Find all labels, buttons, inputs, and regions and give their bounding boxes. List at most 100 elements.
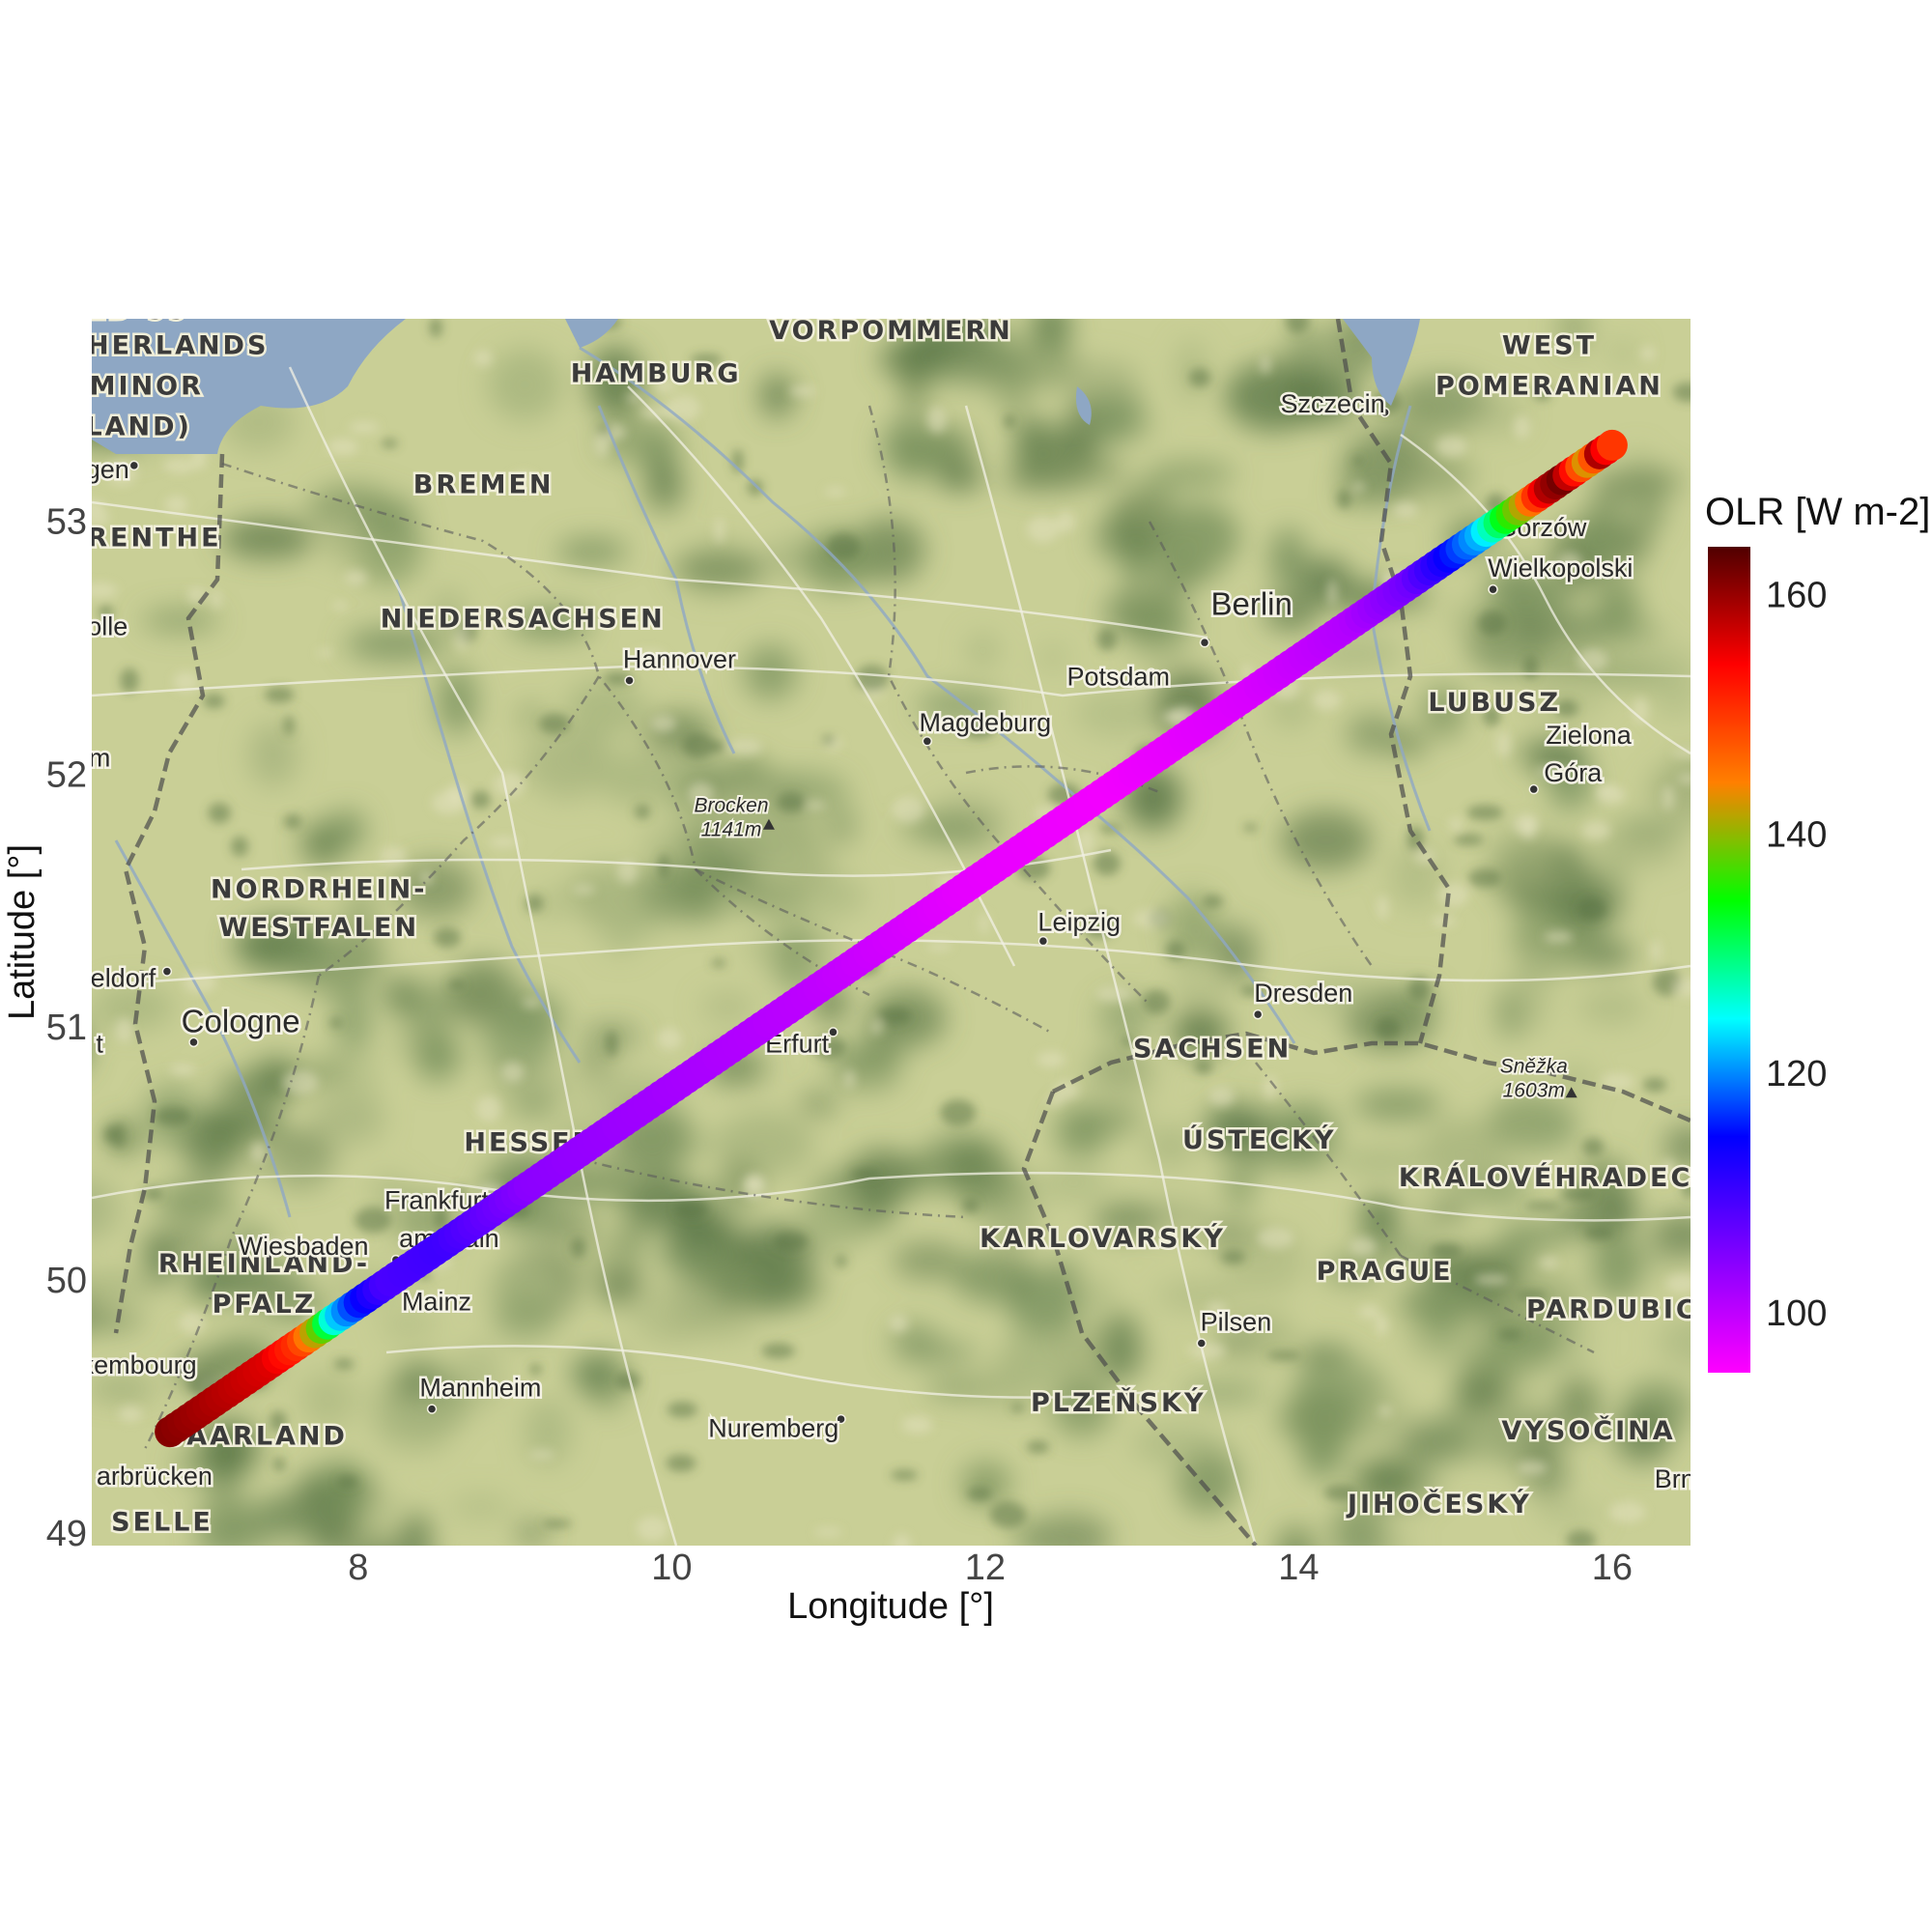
terrain-speck bbox=[835, 1255, 847, 1267]
terrain-speck bbox=[111, 1122, 127, 1150]
terrain-speck bbox=[789, 385, 816, 397]
terrain-speck bbox=[658, 853, 669, 880]
terrain-patch bbox=[248, 723, 298, 787]
x-axis-title: Longitude [°] bbox=[787, 1586, 994, 1627]
terrain-patch bbox=[1285, 366, 1359, 425]
city-marker bbox=[836, 1413, 846, 1425]
terrain-patch bbox=[701, 992, 754, 1022]
terrain-patch bbox=[481, 1011, 557, 1077]
terrain-speck bbox=[1093, 850, 1121, 876]
terrain-speck bbox=[615, 1371, 640, 1391]
terrain-speck bbox=[1188, 368, 1211, 387]
terrain-patch bbox=[92, 1273, 155, 1300]
city-marker bbox=[1488, 583, 1498, 595]
terrain-speck bbox=[1056, 510, 1076, 533]
national-border bbox=[1335, 319, 1452, 1044]
terrain-speck bbox=[1375, 1314, 1388, 1336]
terrain-patch bbox=[92, 1178, 120, 1240]
x-tick-label: 8 bbox=[348, 1548, 368, 1588]
terrain-patch bbox=[711, 883, 752, 908]
terrain-patch bbox=[570, 1353, 618, 1394]
terrain-speck bbox=[1453, 834, 1484, 846]
terrain-speck bbox=[1285, 319, 1310, 334]
terrain-speck bbox=[1430, 1242, 1463, 1258]
terrain-speck bbox=[203, 694, 225, 709]
terrain-speck bbox=[1263, 1075, 1278, 1099]
terrain-speck bbox=[761, 1343, 795, 1359]
terrain-speck bbox=[1189, 1342, 1226, 1360]
terrain-patch bbox=[524, 1398, 572, 1466]
terrain-speck bbox=[1672, 382, 1690, 403]
terrain-patch bbox=[1346, 713, 1399, 754]
road-network bbox=[92, 366, 1690, 1546]
terrain-speck bbox=[282, 1070, 319, 1094]
terrain-speck bbox=[1524, 1201, 1561, 1210]
terrain-speck bbox=[494, 772, 526, 797]
colorbar-tick-label: 160 bbox=[1766, 576, 1827, 616]
terrain-patch bbox=[672, 1215, 736, 1245]
elbe-estuary bbox=[565, 319, 618, 348]
terrain-patch bbox=[578, 1053, 613, 1073]
terrain-patch bbox=[333, 983, 372, 1056]
terrain-speck bbox=[1466, 805, 1504, 820]
region-label: PFALZ bbox=[213, 1290, 317, 1320]
terrain-patch bbox=[1037, 643, 1068, 671]
terrain-patch bbox=[378, 1311, 439, 1340]
terrain-speck bbox=[1642, 1077, 1667, 1093]
city-marker bbox=[828, 1027, 838, 1037]
terrain-speck bbox=[726, 738, 763, 755]
terrain-speck bbox=[1566, 1530, 1596, 1546]
terrain-patch bbox=[92, 985, 175, 1029]
city-label: Potsdam bbox=[1066, 663, 1170, 692]
x-tick-label: 12 bbox=[965, 1548, 1006, 1588]
terrain-speck bbox=[1437, 882, 1469, 908]
terrain-speck bbox=[635, 804, 651, 819]
terrain-patch bbox=[1165, 979, 1231, 1002]
colorbar-tick-label: 120 bbox=[1766, 1054, 1827, 1094]
terrain-speck bbox=[92, 582, 118, 599]
terrain-patch bbox=[772, 921, 819, 994]
terrain-speck bbox=[431, 790, 467, 815]
region-label: NIEDERSACHSEN bbox=[381, 604, 666, 634]
city-label: Góra bbox=[1544, 758, 1603, 787]
terrain-patch bbox=[488, 349, 562, 421]
terrain-speck bbox=[1482, 704, 1501, 726]
terrain-speck bbox=[1096, 628, 1117, 651]
terrain-patch bbox=[1038, 458, 1127, 484]
terrain-speck bbox=[1608, 1501, 1646, 1523]
terrain-speck bbox=[850, 1169, 880, 1179]
terrain-speck bbox=[1662, 784, 1675, 811]
terrain-speck bbox=[1407, 977, 1432, 1001]
city-label: Magdeburg bbox=[920, 708, 1052, 737]
terrain-speck bbox=[1477, 610, 1507, 636]
road bbox=[964, 405, 1258, 1546]
terrain-patch bbox=[1500, 574, 1572, 623]
terrain-patch bbox=[1352, 1459, 1416, 1501]
terrain-speck bbox=[1474, 1273, 1509, 1287]
terrain-speck bbox=[940, 1098, 977, 1126]
terrain-speck bbox=[871, 1019, 883, 1036]
terrain-speck bbox=[529, 1363, 542, 1376]
region-label: RENTHE bbox=[87, 524, 221, 554]
river bbox=[114, 839, 292, 1218]
terrain-patch bbox=[1577, 991, 1646, 1024]
terrain-speck bbox=[893, 1534, 911, 1546]
terrain-speck bbox=[1378, 1406, 1392, 1417]
terrain-speck bbox=[1522, 655, 1539, 679]
region-label: SACHSEN bbox=[1133, 1035, 1292, 1065]
terrain-speck bbox=[344, 570, 368, 585]
terrain-patch bbox=[1613, 1406, 1672, 1464]
road bbox=[1400, 433, 1690, 755]
terrain-speck bbox=[806, 801, 826, 810]
terrain-patch bbox=[672, 552, 770, 586]
colorbar-tick-label: 140 bbox=[1766, 814, 1827, 855]
terrain-speck bbox=[966, 1487, 993, 1501]
terrain-patch bbox=[518, 703, 546, 730]
terrain-speck bbox=[1515, 1290, 1548, 1301]
terrain-patch bbox=[396, 859, 475, 918]
terrain-speck bbox=[878, 1007, 912, 1025]
city-label: Berlin bbox=[1210, 585, 1292, 621]
terrain-speck bbox=[283, 813, 302, 830]
terrain-patch bbox=[215, 1070, 297, 1107]
